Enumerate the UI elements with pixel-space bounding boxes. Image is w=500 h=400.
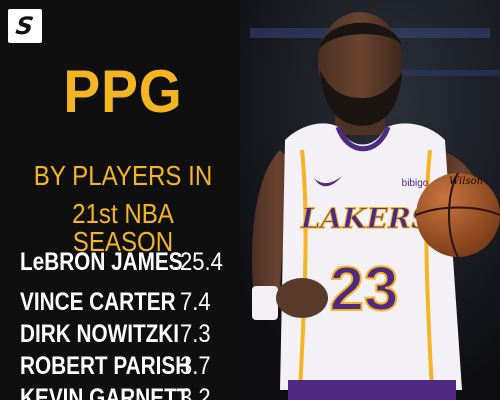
jersey-trim <box>298 149 308 391</box>
ball-brand: Wilson <box>449 176 483 187</box>
headline-title: PPG <box>63 58 183 125</box>
ball-seam <box>415 206 500 216</box>
jersey <box>280 123 462 390</box>
player-ppg: 3.7 <box>180 352 211 380</box>
headline-subtitle-line2: 21st NBA SEASON <box>72 198 174 257</box>
list-item: VINCE CARTER 7.4 <box>20 290 245 322</box>
list-item: ROBERT PARISH 3.7 <box>20 354 245 386</box>
sportskeeda-logo-icon: S <box>8 9 42 43</box>
player-name: VINCE CARTER <box>20 288 176 316</box>
player-name: ROBERT PARISH <box>20 352 191 380</box>
basketball-icon <box>416 173 500 257</box>
player-name: DIRK NOWITZKI <box>20 320 180 348</box>
nike-swoosh-icon <box>314 176 342 187</box>
player-ppg: 7.3 <box>180 320 211 348</box>
player-ppg: 3.2 <box>180 384 211 400</box>
ppg-list: LeBRON JAMES 25.4 VINCE CARTER 7.4 DIRK … <box>20 250 245 400</box>
headline-subtitle-line1: BY PLAYERS IN <box>33 160 213 191</box>
hand <box>276 278 328 318</box>
player-ppg: 25.4 <box>180 248 223 276</box>
jersey-collar <box>335 126 391 152</box>
arena-light <box>390 70 500 76</box>
jersey-team: LAKERS <box>300 202 432 235</box>
jersey-number: 23 <box>330 255 399 324</box>
player-name: LeBRON JAMES <box>20 248 183 276</box>
shorts-waistband <box>288 380 456 400</box>
player-photo: LAKERS 23 bibigo Wilson <box>240 0 500 400</box>
list-item: DIRK NOWITZKI 7.3 <box>20 322 245 354</box>
hair <box>320 22 402 48</box>
ball-seam <box>448 172 459 258</box>
logo-mark: S <box>14 12 36 40</box>
jersey-sponsor: bibigo <box>402 178 429 189</box>
player-ppg: 7.4 <box>180 288 211 316</box>
list-item: LeBRON JAMES 25.4 <box>20 250 245 290</box>
player-name: KEVIN GARNETT <box>20 384 190 400</box>
beard <box>320 70 402 126</box>
list-item: KEVIN GARNETT 3.2 <box>20 386 245 400</box>
jersey-trim <box>424 149 434 391</box>
wristband <box>252 286 278 320</box>
